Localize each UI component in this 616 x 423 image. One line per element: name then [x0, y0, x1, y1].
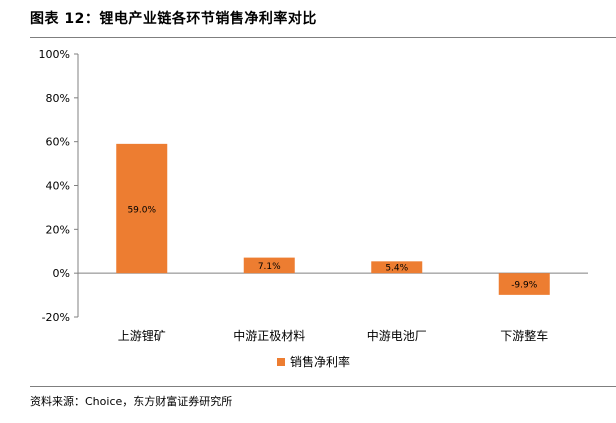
x-category-label: 中游电池厂 — [367, 328, 427, 343]
data-label: 59.0% — [127, 206, 156, 216]
y-tick-label: 0% — [53, 267, 70, 280]
top-rule — [30, 37, 616, 38]
bottom-rule — [30, 386, 616, 387]
source-note: 资料来源：Choice，东方财富证券研究所 — [30, 395, 233, 408]
y-tick-label: 40% — [46, 180, 70, 193]
bar — [243, 257, 295, 274]
bar-chart: -20% 0% 20% 40% 60% 80% 100% 59.0% 上游锂矿 7.1% 中游正极材… — [39, 48, 588, 369]
x-category-label: 上游锂矿 — [118, 328, 166, 343]
data-label: 7.1% — [258, 262, 281, 272]
bar — [116, 143, 168, 274]
x-category-label: 中游正极材料 — [233, 328, 305, 343]
y-tick-label: 100% — [39, 48, 70, 61]
y-tick-label: 20% — [46, 223, 70, 236]
x-category-label: 下游整车 — [500, 328, 548, 343]
y-tick-label: 60% — [46, 136, 70, 149]
y-tick-label: 80% — [46, 92, 70, 105]
legend-label: 销售净利率 — [290, 354, 350, 369]
bar — [371, 261, 423, 274]
figure-title: 图表 12：锂电产业链各环节销售净利率对比 — [30, 11, 317, 27]
y-tick-label: -20% — [42, 311, 70, 324]
legend-swatch — [277, 358, 285, 366]
data-label: -9.9% — [511, 281, 538, 291]
bar — [498, 273, 550, 295]
data-label: 5.4% — [385, 264, 408, 274]
